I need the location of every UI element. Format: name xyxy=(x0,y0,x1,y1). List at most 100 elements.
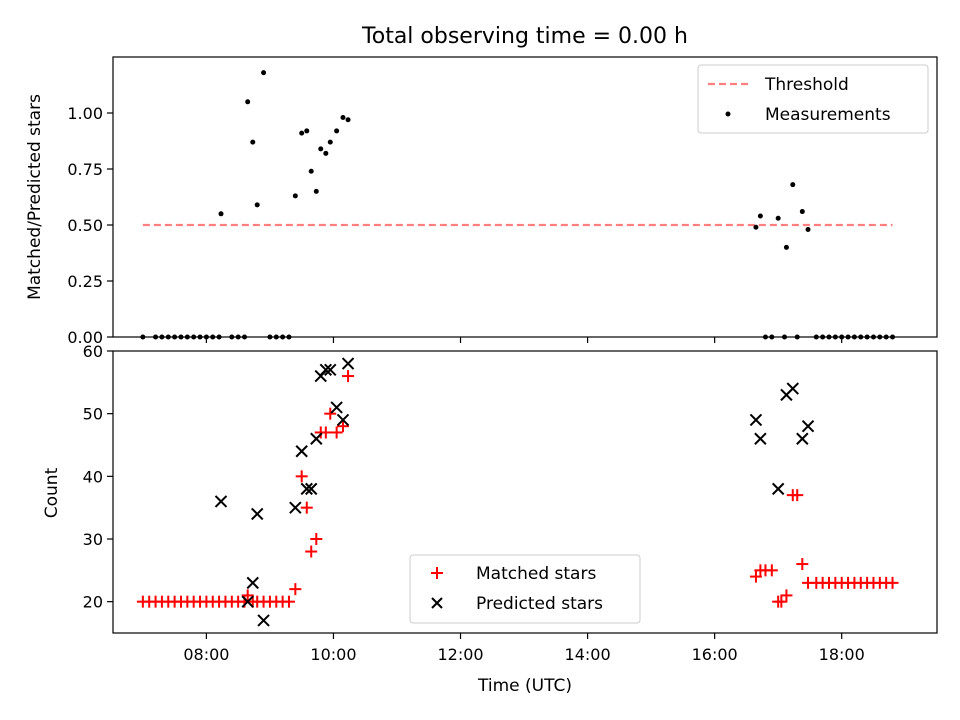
legend-predicted-label: Predicted stars xyxy=(476,594,603,614)
measurement-point xyxy=(327,139,333,145)
legend-threshold-label: Threshold xyxy=(764,75,849,95)
predicted-star-point xyxy=(771,482,785,496)
predicted-star-point xyxy=(214,495,228,508)
count-y-tick-label: 50 xyxy=(83,405,103,424)
measurement-point xyxy=(334,128,340,134)
predicted-star-point xyxy=(786,382,799,395)
ratio-y-tick-label: 0.25 xyxy=(67,272,103,291)
matched-star-point xyxy=(796,558,809,571)
predicted-star-point xyxy=(754,432,767,445)
matched-star-point xyxy=(295,470,308,483)
predicted-star-point xyxy=(801,419,815,433)
measurement-point xyxy=(775,215,781,221)
count-legend: Matched stars Predicted stars xyxy=(409,554,641,624)
count-x-tick-label: 12:00 xyxy=(437,645,483,664)
matched-star-point xyxy=(765,564,778,577)
count-x-axis: 08:00 10:00 12:00 14:00 16:00 18:00 xyxy=(183,633,865,664)
count-x-tick-label: 08:00 xyxy=(183,645,229,664)
matched-star-point xyxy=(300,501,313,514)
measurement-point xyxy=(250,139,256,145)
ratio-legend: Threshold Measurements xyxy=(697,64,929,134)
matched-star-point xyxy=(775,595,788,608)
measurement-point xyxy=(245,99,251,105)
measurement-point xyxy=(753,224,759,230)
matched-stars-points xyxy=(136,370,899,608)
predicted-star-point xyxy=(796,432,809,445)
measurement-point xyxy=(340,114,346,120)
count-y-tick-label: 60 xyxy=(83,342,103,361)
count-plot-frame xyxy=(112,350,938,634)
count-x-tick-label: 10:00 xyxy=(310,645,356,664)
predicted-star-point xyxy=(300,482,313,496)
measurement-point xyxy=(304,128,310,134)
predicted-star-point xyxy=(246,576,259,590)
ratio-plot-frame xyxy=(112,56,938,338)
ratio-y-axis-label: Matched/Predicted stars xyxy=(25,94,45,300)
measurement-point xyxy=(299,130,305,136)
measurement-point xyxy=(261,70,267,76)
matched-star-point xyxy=(310,533,323,545)
measurement-point xyxy=(308,168,314,174)
measurement-point xyxy=(790,182,796,188)
matched-star-point xyxy=(241,589,254,602)
count-y-tick-label: 30 xyxy=(83,530,103,549)
predicted-star-point xyxy=(251,507,264,521)
predicted-star-point xyxy=(241,595,254,608)
ratio-y-tick-label: 1.00 xyxy=(67,104,103,123)
count-x-axis-label: Time (UTC) xyxy=(477,676,572,696)
legend-matched-swatch xyxy=(431,567,443,579)
measurement-point xyxy=(318,146,324,152)
count-panel: 20 30 40 50 60 08:00 10:00 12:00 14:00 16:00 18:0… xyxy=(42,342,938,696)
measurement-point xyxy=(218,211,224,217)
measurement-point xyxy=(254,202,260,208)
matched-star-point xyxy=(336,420,349,433)
predicted-star-point xyxy=(289,501,302,514)
matched-star-point xyxy=(886,576,899,589)
predicted-star-point xyxy=(257,614,270,627)
matched-star-point xyxy=(289,583,302,596)
measurement-point xyxy=(292,193,298,199)
predicted-star-point xyxy=(295,445,308,458)
predicted-star-point xyxy=(330,401,343,414)
measurement-point xyxy=(313,188,319,194)
ratio-y-tick-label: 0.50 xyxy=(67,216,103,235)
measurement-point xyxy=(805,226,811,232)
figure-title: Total observing time = 0.00 h xyxy=(361,24,688,49)
measurement-point xyxy=(799,209,805,215)
predicted-star-point xyxy=(310,432,323,445)
matched-star-point xyxy=(324,407,337,420)
count-legend-box xyxy=(409,554,641,624)
predicted-stars-points xyxy=(214,357,815,627)
ratio-y-axis: 0.00 0.25 0.50 0.75 1.00 xyxy=(67,104,113,347)
predicted-star-point xyxy=(319,363,333,377)
matched-star-point xyxy=(342,370,355,383)
count-x-tick-label: 14:00 xyxy=(565,645,611,664)
predicted-star-point xyxy=(336,413,350,427)
ratio-panel: 0.00 0.25 0.50 0.75 1.00 Matched/Predicted s… xyxy=(25,56,938,347)
matched-star-point xyxy=(330,426,343,439)
measurement-point xyxy=(783,244,789,250)
ratio-x-ticks xyxy=(205,337,843,343)
ratio-y-tick-label: 0.75 xyxy=(67,160,103,179)
count-y-axis: 20 30 40 50 60 xyxy=(83,342,113,612)
legend-predicted-swatch xyxy=(431,597,443,609)
matched-star-point xyxy=(282,595,295,608)
measurement-point xyxy=(345,117,351,123)
predicted-star-point xyxy=(341,357,355,370)
count-y-tick-label: 20 xyxy=(83,593,103,612)
ratio-legend-box xyxy=(697,64,929,134)
predicted-star-point xyxy=(324,363,337,377)
measurement-point xyxy=(757,213,763,219)
matched-star-point xyxy=(319,426,332,439)
count-x-tick-label: 16:00 xyxy=(692,645,738,664)
count-y-axis-label: Count xyxy=(42,467,62,518)
matched-star-point xyxy=(305,545,318,558)
count-y-tick-label: 40 xyxy=(83,467,103,486)
matched-star-point xyxy=(780,589,793,602)
measurement-point xyxy=(323,150,329,156)
matched-star-point xyxy=(749,570,762,583)
legend-measurements-label: Measurements xyxy=(765,105,891,125)
predicted-star-point xyxy=(305,482,318,496)
legend-matched-label: Matched stars xyxy=(476,564,596,584)
